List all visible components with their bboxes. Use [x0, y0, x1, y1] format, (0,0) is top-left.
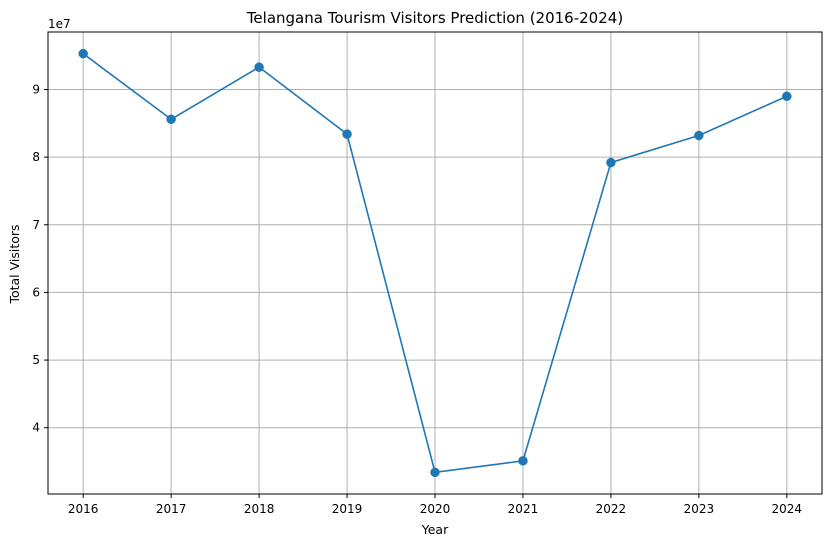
y-axis-title: Total Visitors [7, 224, 22, 304]
data-point [518, 456, 528, 466]
y-tick-label: 6 [32, 285, 40, 299]
x-tick-label: 2020 [420, 502, 451, 516]
x-tick-label: 2022 [596, 502, 627, 516]
x-tick-label: 2021 [508, 502, 539, 516]
y-tick-label: 9 [32, 82, 40, 96]
x-tick-label: 2016 [68, 502, 99, 516]
y-tick-label: 5 [32, 353, 40, 367]
data-points [78, 48, 792, 478]
x-tick-label: 2024 [772, 502, 803, 516]
data-point [166, 114, 176, 125]
data-point [606, 157, 616, 168]
y-tick-label: 8 [32, 150, 40, 164]
y-axis-offset-label: 1e7 [48, 17, 71, 31]
x-tick-label: 2018 [244, 502, 275, 516]
x-tick-label: 2017 [156, 502, 187, 516]
data-point [694, 130, 704, 141]
data-point [78, 48, 88, 59]
y-tick-label: 7 [32, 218, 40, 232]
data-point [342, 129, 352, 139]
data-point [782, 91, 792, 102]
x-tick-label: 2023 [684, 502, 715, 516]
data-point [254, 62, 264, 72]
grid-lines [48, 32, 822, 494]
x-axis-title: Year [421, 522, 449, 537]
chart-title: Telangana Tourism Visitors Prediction (2… [246, 9, 623, 27]
data-point [430, 467, 440, 478]
x-tick-label: 2019 [332, 502, 363, 516]
axis-ticks: 2016 2017 2018 2019 2020 2021 2022 2023 2024 4 5 6 7… [32, 82, 802, 516]
y-tick-label: 4 [32, 421, 40, 435]
